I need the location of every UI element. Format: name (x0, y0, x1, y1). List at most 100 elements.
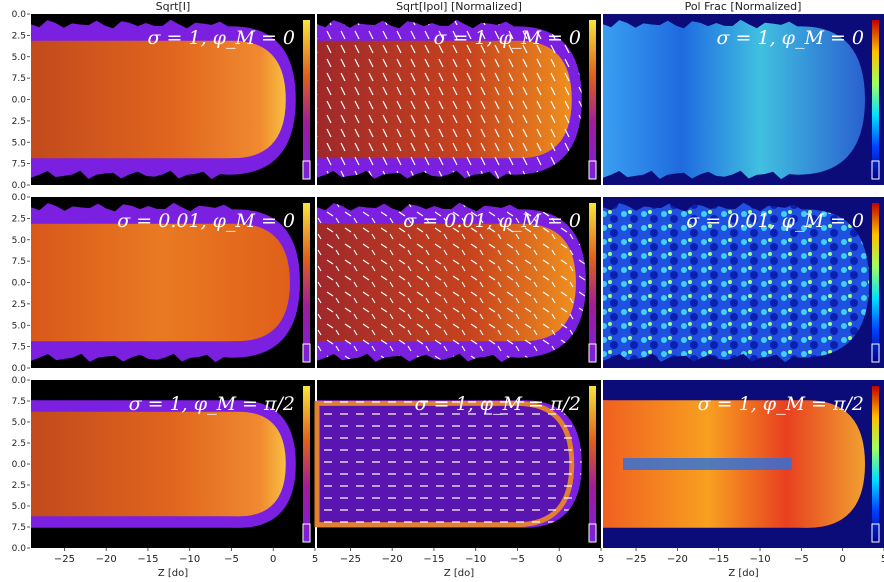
y-tick-label: 7.5 (12, 257, 26, 267)
panel-r3-c2: σ = 1, φ_M = π/2 (314, 380, 601, 548)
y-tick-label: 0.0 (12, 96, 27, 106)
panel-r2-c1: σ = 0.01, φ_M = 0 (31, 197, 315, 368)
y-tick-label: 0.0 (12, 364, 27, 374)
y-tick-label: 7.5 (12, 343, 26, 353)
y-tick-label: 2.5 (12, 300, 26, 310)
panel-r3-c3: σ = 1, φ_M = π/2 (603, 380, 884, 548)
x-tick-label: −15 (708, 554, 729, 565)
y-tick-label: 2.5 (12, 481, 26, 491)
y-tick-label: 0.0 (12, 460, 27, 470)
polfrac-map (603, 202, 870, 363)
y-tick-label: 5.0 (12, 53, 27, 63)
y-tick-label: 0.0 (12, 544, 27, 554)
axes-layer: 0.0 2.5 5.0 7.5 0.0 2.5 5.0 7.5 0.0 0.0 2.5 5.0 7.5 0… (12, 10, 884, 579)
x-tick-label: −20 (382, 554, 403, 565)
x-tick-label: −20 (96, 554, 117, 565)
polfrac-map (603, 19, 865, 180)
panels-layer: σ = 1, φ_M = 0 σ = 1, φ_M = 0 σ = 1, φ_M =… (31, 14, 884, 548)
panel-label: σ = 1, φ_M = π/2 (415, 393, 581, 415)
colorbar (303, 203, 310, 362)
jet-core (31, 40, 286, 159)
panel-r2-c2: σ = 0.01, φ_M = 0 (317, 197, 601, 368)
colorbar-frame (871, 343, 880, 363)
x-tick-label: −20 (667, 554, 688, 565)
x-tick-label: −5 (510, 554, 525, 565)
x-tick-label: −10 (179, 554, 200, 565)
panel-label: σ = 1, φ_M = π/2 (698, 393, 864, 415)
colorbar-frame (302, 343, 311, 363)
colorbar-frame (871, 160, 880, 180)
colorbar (872, 20, 879, 179)
y-tick-label: 0.0 (12, 279, 27, 289)
y-tick-label: 0.0 (12, 193, 27, 203)
y-tick-label: 5.0 (12, 321, 27, 331)
panel-label: σ = 1, φ_M = 0 (148, 27, 295, 49)
y-tick-label: 5.0 (12, 236, 27, 246)
x-tick-label: −10 (465, 554, 486, 565)
x-tick-label: −25 (340, 554, 361, 565)
y-tick-label: 5.0 (12, 502, 27, 512)
column-title-sqrt-i: Sqrt[I] (155, 0, 191, 13)
x-axis-label: Z [do] (158, 568, 188, 579)
colorbar (872, 386, 879, 542)
y-tick-label: 7.5 (12, 74, 26, 84)
x-tick-label: 0 (556, 554, 562, 565)
x-tick-label: 5 (598, 554, 604, 565)
x-tick-label: −10 (749, 554, 770, 565)
panel-r1-c3: σ = 1, φ_M = 0 (603, 14, 884, 185)
y-tick-label: 0.0 (12, 376, 27, 386)
x-axis-label: Z [do] (444, 568, 474, 579)
colorbar (589, 203, 596, 362)
x-tick-label: 0 (839, 554, 845, 565)
panel-r3-c1: σ = 1, φ_M = π/2 (31, 380, 315, 548)
x-tick-label: 5 (881, 554, 884, 565)
polarization-vectors (317, 19, 582, 180)
panel-label: σ = 1, φ_M = 0 (717, 27, 864, 49)
colorbar-frame (588, 523, 597, 543)
x-tick-label: 0 (270, 554, 276, 565)
x-tick-label: −5 (794, 554, 809, 565)
y-tick-label: 2.5 (12, 31, 26, 41)
colorbar (303, 20, 310, 179)
x-tick-label: −15 (423, 554, 444, 565)
colorbar (589, 386, 596, 542)
colorbar (303, 386, 310, 542)
y-tick-label: 7.5 (12, 523, 26, 533)
panel-label: σ = 1, φ_M = 0 (434, 27, 581, 49)
y-tick-label: 7.5 (12, 160, 26, 170)
panel-label: σ = 1, φ_M = π/2 (129, 393, 295, 415)
y-tick-label: 0.0 (12, 181, 27, 191)
colorbar-frame (588, 343, 597, 363)
x-tick-label: −25 (626, 554, 647, 565)
colorbar-frame (871, 523, 880, 543)
y-tick-label: 0.0 (12, 10, 27, 20)
y-tick-label: 7.5 (12, 397, 26, 407)
colorbar (872, 203, 879, 362)
panel-label: σ = 0.01, φ_M = 0 (117, 210, 295, 232)
polfrac-spine (623, 458, 792, 470)
y-tick-label: 5.0 (12, 418, 27, 428)
x-tick-label: 5 (312, 554, 318, 565)
y-tick-label: 2.5 (12, 214, 26, 224)
panel-label: σ = 0.01, φ_M = 0 (403, 210, 581, 232)
jet-core (31, 223, 290, 342)
column-title-pol-frac: Pol Frac [Normalized] (684, 0, 802, 13)
jet-core (31, 411, 286, 517)
polarization-vectors (317, 400, 582, 528)
colorbar-frame (302, 160, 311, 180)
x-axis-label: Z [do] (728, 568, 758, 579)
column-title-sqrt-ipol: Sqrt[Ipol] [Normalized] (396, 0, 522, 13)
panel-label: σ = 0.01, φ_M = 0 (686, 210, 864, 232)
y-tick-label: 2.5 (12, 117, 26, 127)
x-tick-label: −15 (137, 554, 158, 565)
panel-r2-c3: σ = 0.01, φ_M = 0 (603, 197, 884, 368)
colorbar-frame (302, 523, 311, 543)
panel-r1-c1: σ = 1, φ_M = 0 (31, 14, 315, 185)
x-tick-label: −25 (54, 554, 75, 565)
x-tick-label: −5 (224, 554, 239, 565)
colorbar-frame (588, 160, 597, 180)
colorbar (589, 20, 596, 179)
y-tick-label: 2.5 (12, 439, 26, 449)
panel-r1-c2: σ = 1, φ_M = 0 (317, 14, 601, 185)
